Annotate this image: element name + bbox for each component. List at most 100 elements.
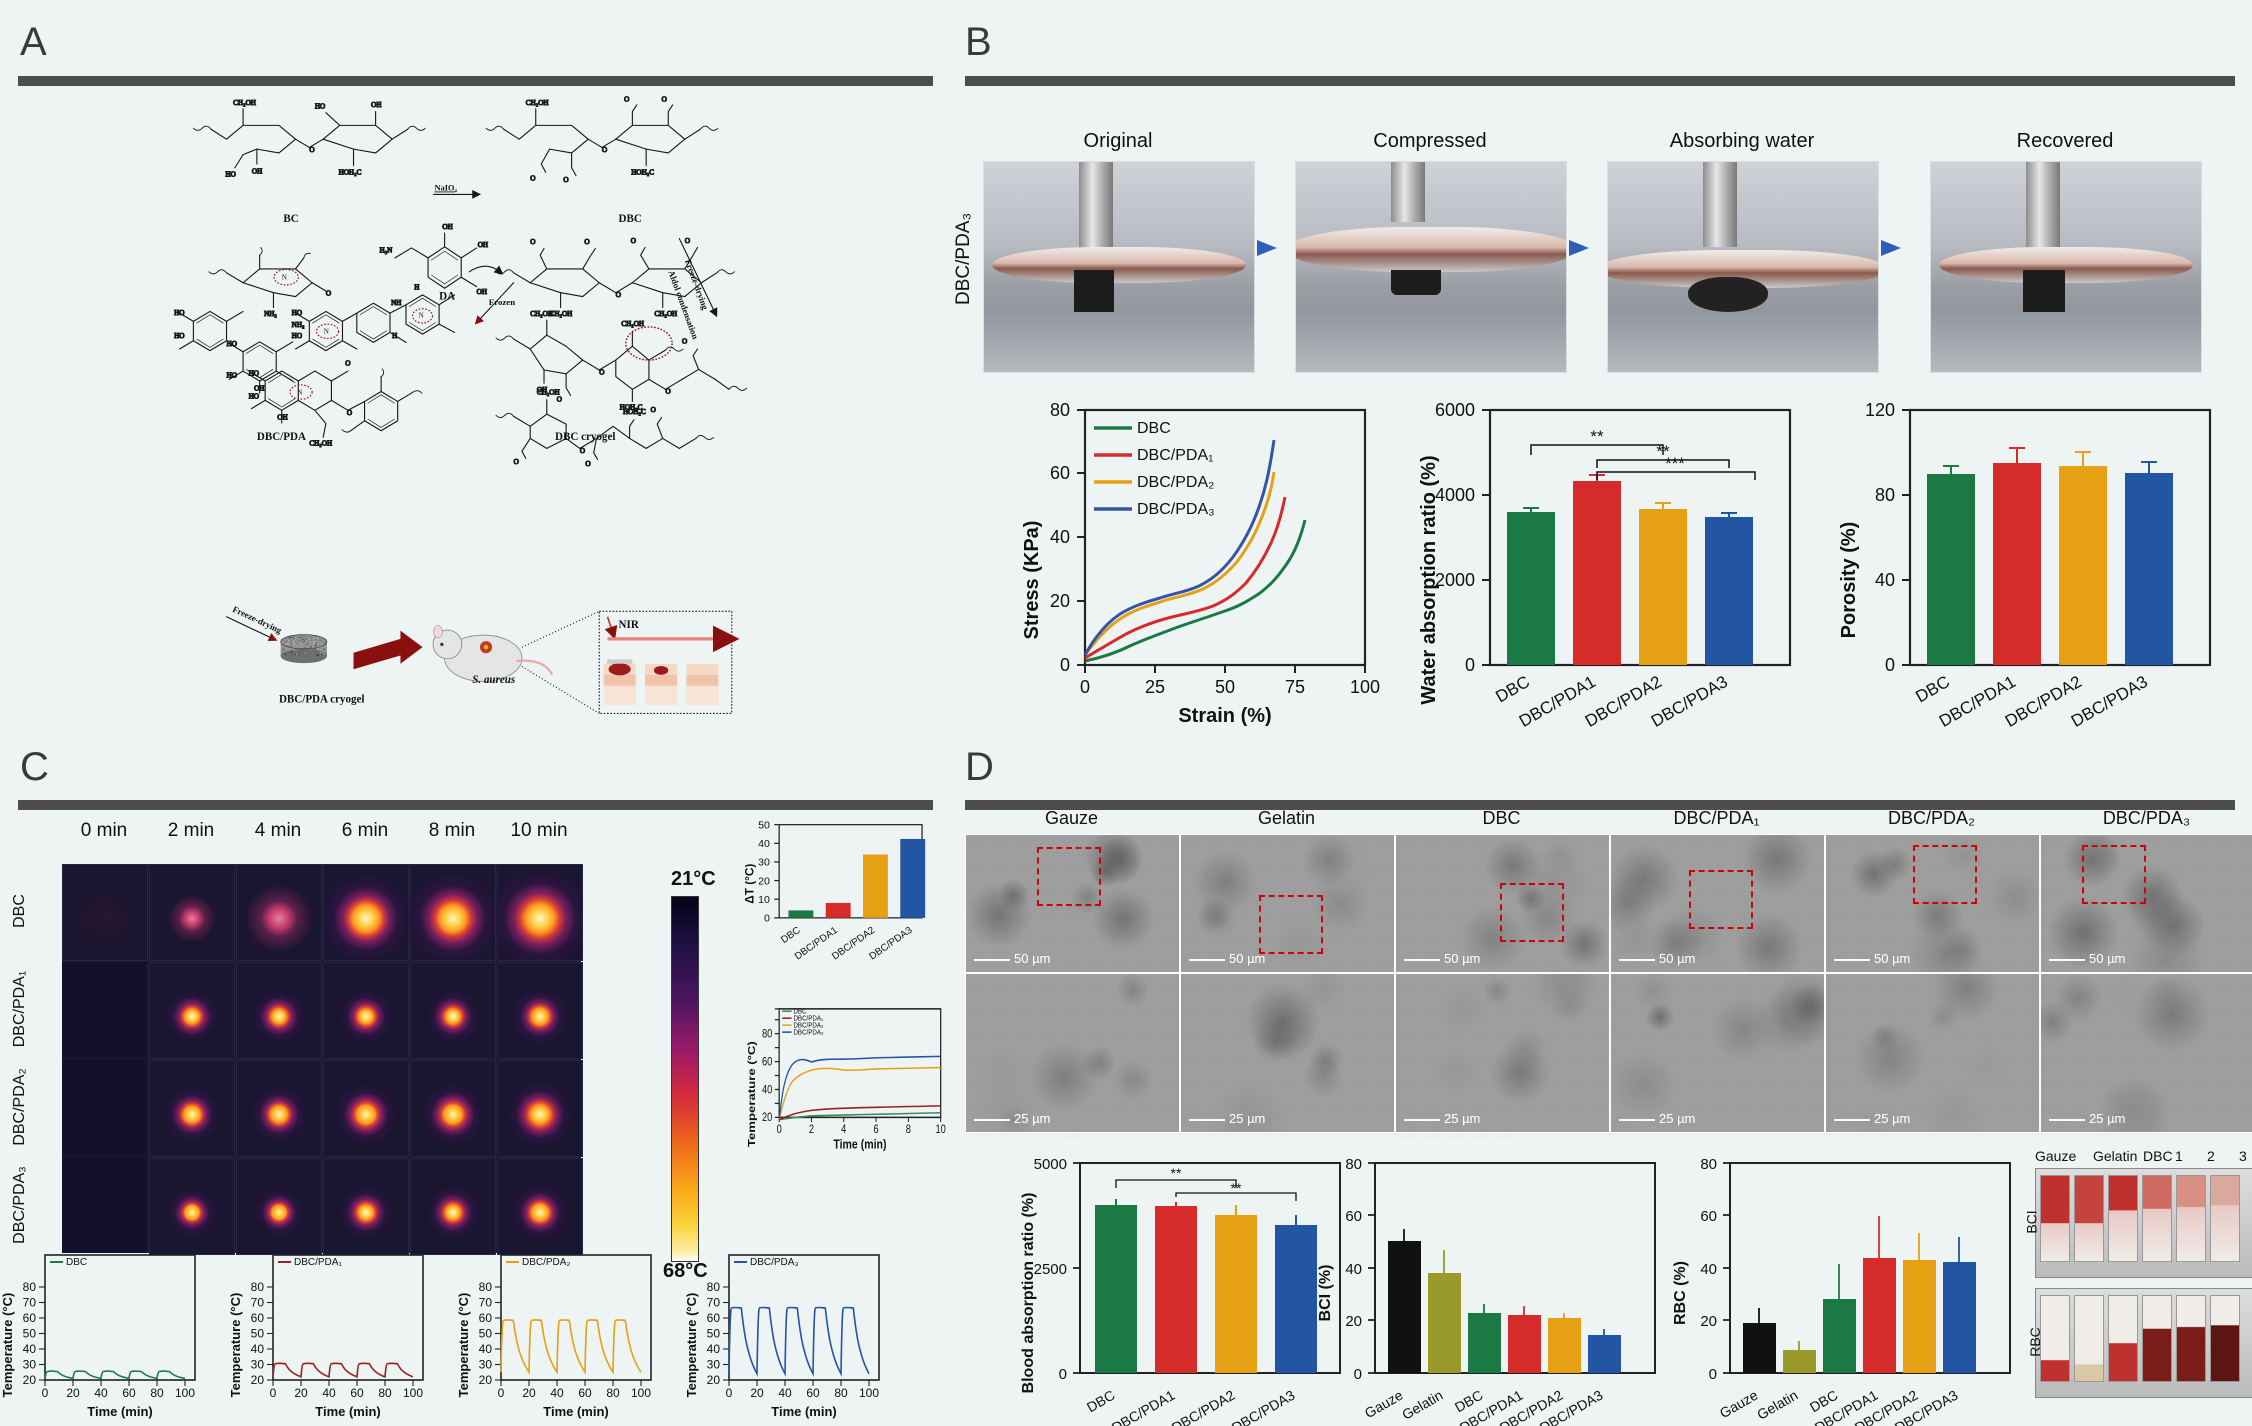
svg-text:DBC/PDA₂: DBC/PDA₂ bbox=[1137, 474, 1214, 491]
svg-text:80: 80 bbox=[251, 1280, 265, 1294]
svg-text:60: 60 bbox=[23, 1311, 37, 1325]
svg-text:10: 10 bbox=[758, 894, 770, 906]
svg-text:40: 40 bbox=[1345, 1261, 1362, 1278]
svg-text:80: 80 bbox=[834, 1386, 848, 1400]
svg-text:50: 50 bbox=[23, 1327, 37, 1341]
svg-text:DBC: DBC bbox=[66, 1257, 87, 1268]
svg-text:HO: HO bbox=[174, 332, 184, 340]
svg-text:60: 60 bbox=[762, 1056, 772, 1069]
svg-text:0: 0 bbox=[270, 1386, 277, 1400]
svg-text:80: 80 bbox=[762, 1028, 772, 1041]
svg-text:Water absorption ratio (%): Water absorption ratio (%) bbox=[1418, 455, 1440, 704]
svg-text:DBC cryogel: DBC cryogel bbox=[555, 431, 615, 443]
svg-text:100: 100 bbox=[1350, 677, 1380, 697]
svg-text:DBC: DBC bbox=[1084, 1387, 1118, 1416]
svg-text:O: O bbox=[530, 175, 535, 183]
svg-text:75: 75 bbox=[1285, 677, 1305, 697]
svg-text:DBC: DBC bbox=[1912, 672, 1953, 706]
svg-text:CH₂OH: CH₂OH bbox=[654, 310, 677, 318]
svg-text:60: 60 bbox=[578, 1386, 592, 1400]
svg-text:DBC/PDA₁: DBC/PDA₁ bbox=[294, 1257, 342, 1268]
svg-text:40: 40 bbox=[778, 1386, 792, 1400]
svg-text:0: 0 bbox=[1080, 677, 1090, 697]
svg-text:Temperature (°C): Temperature (°C) bbox=[228, 1293, 243, 1398]
svg-text:0: 0 bbox=[42, 1386, 49, 1400]
svg-text:60: 60 bbox=[350, 1386, 364, 1400]
svg-text:60: 60 bbox=[1700, 1208, 1717, 1225]
svg-text:Temperature (°C): Temperature (°C) bbox=[0, 1293, 15, 1398]
svg-text:**: ** bbox=[1171, 1165, 1182, 1181]
svg-text:O: O bbox=[530, 238, 535, 246]
svg-text:70: 70 bbox=[707, 1296, 721, 1310]
svg-text:2000: 2000 bbox=[1435, 570, 1475, 590]
svg-text:DBC/PDA2: DBC/PDA2 bbox=[1169, 1387, 1238, 1426]
svg-text:40: 40 bbox=[1050, 527, 1070, 547]
svg-text:70: 70 bbox=[251, 1296, 265, 1310]
svg-text:DBC: DBC bbox=[1137, 420, 1171, 437]
svg-text:HOH₂C: HOH₂C bbox=[339, 169, 362, 177]
svg-text:ΔT (°C): ΔT (°C) bbox=[745, 864, 757, 904]
svg-text:20: 20 bbox=[294, 1386, 308, 1400]
svg-text:Gauze: Gauze bbox=[1717, 1387, 1761, 1422]
svg-text:0: 0 bbox=[1709, 1366, 1717, 1383]
svg-text:O: O bbox=[651, 406, 656, 414]
svg-text:5000: 5000 bbox=[1034, 1156, 1067, 1173]
svg-text:O: O bbox=[585, 460, 590, 468]
svg-text:HO: HO bbox=[292, 332, 302, 340]
svg-text:DBC: DBC bbox=[779, 925, 802, 946]
svg-text:BCI (%): BCI (%) bbox=[1317, 1265, 1334, 1322]
svg-text:50: 50 bbox=[707, 1327, 721, 1341]
svg-text:60: 60 bbox=[1050, 463, 1070, 483]
svg-text:80: 80 bbox=[707, 1280, 721, 1294]
svg-text:Time (min): Time (min) bbox=[771, 1404, 837, 1419]
svg-text:20: 20 bbox=[1345, 1313, 1362, 1330]
svg-text:40: 40 bbox=[23, 1342, 37, 1356]
svg-text:0: 0 bbox=[1885, 655, 1895, 675]
svg-text:Strain (%): Strain (%) bbox=[1178, 705, 1271, 727]
svg-text:100: 100 bbox=[175, 1386, 195, 1400]
svg-text:70: 70 bbox=[479, 1296, 493, 1310]
svg-text:60: 60 bbox=[251, 1311, 265, 1325]
svg-text:40: 40 bbox=[707, 1342, 721, 1356]
svg-text:6000: 6000 bbox=[1435, 400, 1475, 420]
svg-text:30: 30 bbox=[758, 857, 770, 869]
svg-text:60: 60 bbox=[806, 1386, 820, 1400]
svg-text:2500: 2500 bbox=[1034, 1261, 1067, 1278]
svg-text:S. aureus: S. aureus bbox=[472, 674, 515, 686]
svg-text:80: 80 bbox=[1345, 1156, 1362, 1173]
svg-text:DBC/PDA₃: DBC/PDA₃ bbox=[793, 1029, 823, 1037]
svg-text:0: 0 bbox=[1059, 1366, 1067, 1383]
svg-text:DBC/PDA: DBC/PDA bbox=[257, 431, 306, 443]
svg-text:30: 30 bbox=[707, 1358, 721, 1372]
svg-text:NaIO₄: NaIO₄ bbox=[435, 184, 458, 193]
svg-text:Temperature (°C): Temperature (°C) bbox=[745, 1041, 757, 1147]
svg-text:O: O bbox=[584, 238, 589, 246]
svg-text:CH₂OH: CH₂OH bbox=[309, 440, 332, 448]
svg-text:20: 20 bbox=[750, 1386, 764, 1400]
svg-text:CH₂OH: CH₂OH bbox=[526, 99, 549, 107]
svg-text:20: 20 bbox=[758, 875, 770, 887]
svg-text:O: O bbox=[631, 237, 636, 245]
svg-text:CH₂OH: CH₂OH bbox=[537, 388, 560, 396]
svg-text:70: 70 bbox=[23, 1296, 37, 1310]
svg-text:DBC: DBC bbox=[1492, 672, 1533, 706]
svg-text:O: O bbox=[557, 395, 562, 403]
svg-text:8: 8 bbox=[906, 1123, 911, 1136]
svg-text:4: 4 bbox=[841, 1123, 846, 1136]
svg-text:O: O bbox=[563, 176, 568, 184]
svg-text:Porosity (%): Porosity (%) bbox=[1838, 522, 1860, 639]
svg-text:40: 40 bbox=[550, 1386, 564, 1400]
svg-text:100: 100 bbox=[403, 1386, 423, 1400]
svg-text:0: 0 bbox=[777, 1123, 782, 1136]
svg-text:30: 30 bbox=[23, 1358, 37, 1372]
svg-text:30: 30 bbox=[251, 1358, 265, 1372]
svg-text:HOH₂C: HOH₂C bbox=[623, 408, 646, 416]
svg-text:DBC/PDA cryogel: DBC/PDA cryogel bbox=[279, 693, 364, 705]
svg-text:HO: HO bbox=[225, 171, 235, 179]
svg-text:**: ** bbox=[1231, 1180, 1242, 1196]
svg-text:80: 80 bbox=[23, 1280, 37, 1294]
svg-text:O: O bbox=[682, 337, 687, 345]
svg-text:40: 40 bbox=[758, 838, 770, 850]
svg-text:NH₂: NH₂ bbox=[292, 321, 305, 329]
svg-text:Blood absorption ratio (%): Blood absorption ratio (%) bbox=[1020, 1193, 1037, 1394]
